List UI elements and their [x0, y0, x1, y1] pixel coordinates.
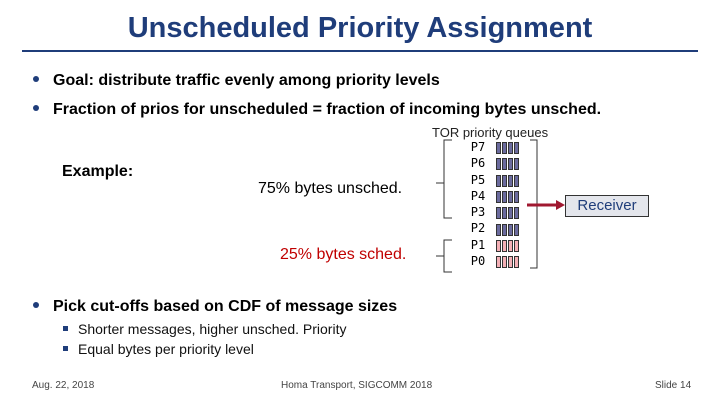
- sub-bullet-text: Shorter messages, higher unsched. Priori…: [78, 321, 347, 337]
- queue-cell: [496, 158, 501, 171]
- bullet-text: Fraction of prios for unscheduled = frac…: [53, 101, 602, 118]
- queue-cell: [508, 223, 513, 236]
- bullet-dot-icon: [33, 301, 39, 308]
- sub-bullet-square-icon: [63, 325, 68, 331]
- priority-label: P3: [470, 205, 486, 220]
- queue-cell: [514, 191, 519, 204]
- queue-cell: [496, 207, 501, 220]
- priority-label: P5: [470, 172, 486, 187]
- unsched-label: 75% bytes unsched.: [258, 180, 403, 197]
- queue-cell: [514, 207, 519, 220]
- queue-cell: [514, 223, 519, 236]
- bullet-goal: Goal: distribute traffic evenly among pr…: [33, 72, 440, 90]
- sub-bullet-text: Equal bytes per priority level: [78, 341, 254, 357]
- queue-row: [496, 140, 520, 156]
- queue-cell: [502, 239, 507, 252]
- queue-cell: [508, 158, 513, 171]
- queue-cell: [502, 158, 507, 171]
- queue-cell: [514, 256, 519, 269]
- queue-cell: [508, 191, 513, 204]
- priority-label: P6: [470, 156, 486, 171]
- bullet-fraction: Fraction of prios for unscheduled = frac…: [33, 101, 601, 119]
- unsched-bracket: [436, 139, 452, 219]
- queue-cell: [496, 256, 501, 269]
- queue-row: [496, 221, 520, 237]
- queue-row: [496, 238, 520, 254]
- queue-cell: [496, 142, 501, 155]
- footer-slide-number: Slide 14: [655, 380, 692, 391]
- priority-label: P1: [470, 237, 486, 252]
- footer-center: Homa Transport, SIGCOMM 2018: [281, 380, 433, 391]
- queue-cell: [514, 142, 519, 155]
- priority-queues: [496, 140, 520, 270]
- bullet-text: Pick cut-offs based on CDF of message si…: [53, 298, 398, 315]
- queue-cell: [496, 239, 501, 252]
- priority-label: P0: [470, 254, 486, 269]
- queue-row: [496, 205, 520, 221]
- sched-label: 25% bytes sched.: [280, 246, 407, 263]
- queue-cell: [508, 142, 513, 155]
- sub-bullet-shorter: Shorter messages, higher unsched. Priori…: [63, 321, 346, 337]
- queue-cell: [502, 256, 507, 269]
- receiver-box: Receiver: [565, 195, 649, 217]
- queue-cell: [508, 207, 513, 220]
- arrowhead-icon: [556, 200, 565, 210]
- queue-row: [496, 173, 520, 189]
- bullet-dot-icon: [33, 104, 39, 111]
- sched-bracket: [436, 239, 452, 273]
- queue-cell: [502, 191, 507, 204]
- queue-cell: [514, 239, 519, 252]
- sub-bullet-square-icon: [63, 345, 68, 351]
- queue-cell: [502, 174, 507, 187]
- queue-cell: [502, 142, 507, 155]
- priority-label: P7: [470, 140, 486, 154]
- queue-cell: [496, 223, 501, 236]
- footer-date: Aug. 22, 2018: [32, 380, 95, 391]
- queue-row: [496, 156, 520, 172]
- queue-row: [496, 189, 520, 205]
- queue-cell: [502, 223, 507, 236]
- slide-title: Unscheduled Priority Assignment: [127, 12, 593, 44]
- queue-cell: [514, 158, 519, 171]
- priority-label: P2: [470, 221, 486, 236]
- example-label: Example:: [62, 163, 134, 180]
- queue-row: [496, 254, 520, 270]
- queue-cell: [502, 207, 507, 220]
- priority-label: P4: [470, 188, 486, 203]
- priority-labels: P7 P6 P5 P4 P3 P2 P1 P0: [466, 139, 490, 269]
- sub-bullet-equal: Equal bytes per priority level: [63, 341, 254, 357]
- title-rule: [22, 50, 698, 52]
- queue-cell: [508, 239, 513, 252]
- bullet-cutoffs: Pick cut-offs based on CDF of message si…: [33, 298, 397, 316]
- queues-label: TOR priority queues: [432, 125, 549, 140]
- queue-cell: [508, 174, 513, 187]
- queue-cell: [496, 174, 501, 187]
- queue-cell: [496, 191, 501, 204]
- queue-cell: [508, 256, 513, 269]
- queue-cell: [514, 174, 519, 187]
- bullet-text: Goal: distribute traffic evenly among pr…: [53, 72, 440, 89]
- bullet-dot-icon: [33, 75, 39, 82]
